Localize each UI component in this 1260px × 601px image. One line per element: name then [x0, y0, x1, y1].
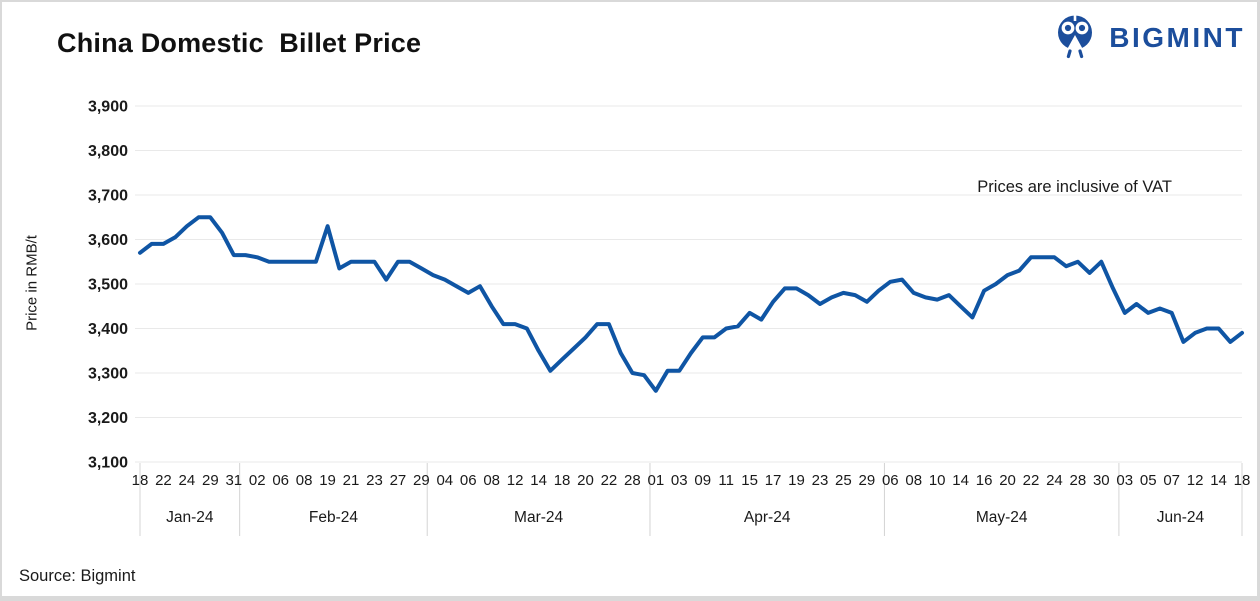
y-tick-label: 3,400 [88, 321, 128, 338]
y-tick-label: 3,800 [88, 143, 128, 160]
vat-note: Prices are inclusive of VAT [977, 178, 1172, 196]
x-day-label: 24 [179, 472, 196, 489]
x-day-label: 22 [155, 472, 172, 489]
x-day-label: 20 [577, 472, 594, 489]
x-day-label: 08 [905, 472, 922, 489]
source-note: Source: Bigmint [19, 567, 136, 585]
x-day-label: 15 [741, 472, 758, 489]
x-day-label: 06 [460, 472, 477, 489]
x-day-label: 17 [765, 472, 782, 489]
x-day-label: 01 [647, 472, 664, 489]
x-day-label: 18 [554, 472, 571, 489]
x-day-label: 19 [788, 472, 805, 489]
x-month-label: Jun-24 [1157, 509, 1205, 526]
y-axis-title: Price in RMB/t [23, 235, 41, 331]
x-day-label: 18 [132, 472, 149, 489]
x-day-label: 20 [999, 472, 1016, 489]
y-tick-label: 3,600 [88, 232, 128, 249]
x-day-label: 29 [859, 472, 876, 489]
x-day-label: 08 [296, 472, 313, 489]
x-day-label: 02 [249, 472, 266, 489]
x-month-label: Mar-24 [514, 509, 563, 526]
bigmint-logo: BIGMINT [1050, 10, 1245, 65]
bigmint-logo-text: BIGMINT [1109, 21, 1245, 53]
chart-title: China Domestic Billet Price [57, 28, 422, 58]
x-day-label: 29 [202, 472, 219, 489]
x-day-label: 21 [343, 472, 360, 489]
x-day-label: 06 [882, 472, 899, 489]
x-day-label: 30 [1093, 472, 1110, 489]
price-line [138, 215, 1244, 393]
x-day-label: 27 [390, 472, 407, 489]
x-day-label: 14 [530, 472, 547, 489]
x-day-label: 03 [1116, 472, 1133, 489]
x-day-label: 12 [507, 472, 524, 489]
x-day-label: 29 [413, 472, 430, 489]
x-day-label: 05 [1140, 472, 1157, 489]
y-tick-label: 3,300 [88, 366, 128, 383]
x-day-label: 03 [671, 472, 688, 489]
x-day-label: 18 [1234, 472, 1251, 489]
x-month-label: Feb-24 [309, 509, 358, 526]
x-month-label: Apr-24 [744, 509, 791, 526]
x-day-label: 23 [366, 472, 383, 489]
x-day-label: 28 [1070, 472, 1087, 489]
y-tick-label: 3,700 [88, 188, 128, 205]
x-day-label: 12 [1187, 472, 1204, 489]
x-day-label: 09 [694, 472, 711, 489]
x-day-label: 04 [436, 472, 453, 489]
x-day-label: 24 [1046, 472, 1063, 489]
x-month-label: Jan-24 [166, 509, 214, 526]
bigmint-logo-icon [1050, 10, 1100, 65]
y-tick-label: 3,200 [88, 410, 128, 427]
x-day-label: 25 [835, 472, 852, 489]
y-tick-label: 3,100 [88, 455, 128, 472]
x-day-label: 14 [1210, 472, 1227, 489]
x-day-label: 10 [929, 472, 946, 489]
x-day-label: 23 [812, 472, 829, 489]
x-day-label: 07 [1163, 472, 1180, 489]
x-day-label: 22 [601, 472, 618, 489]
x-month-label: May-24 [976, 509, 1028, 526]
x-day-label: 22 [1023, 472, 1040, 489]
x-day-label: 19 [319, 472, 336, 489]
y-tick-label: 3,500 [88, 277, 128, 294]
x-day-label: 14 [952, 472, 969, 489]
x-day-label: 06 [272, 472, 289, 489]
x-day-label: 11 [718, 472, 734, 489]
y-tick-label: 3,900 [88, 99, 128, 116]
x-day-label: 08 [483, 472, 500, 489]
x-day-label: 16 [976, 472, 993, 489]
x-day-label: 28 [624, 472, 641, 489]
x-day-label: 31 [225, 472, 242, 489]
